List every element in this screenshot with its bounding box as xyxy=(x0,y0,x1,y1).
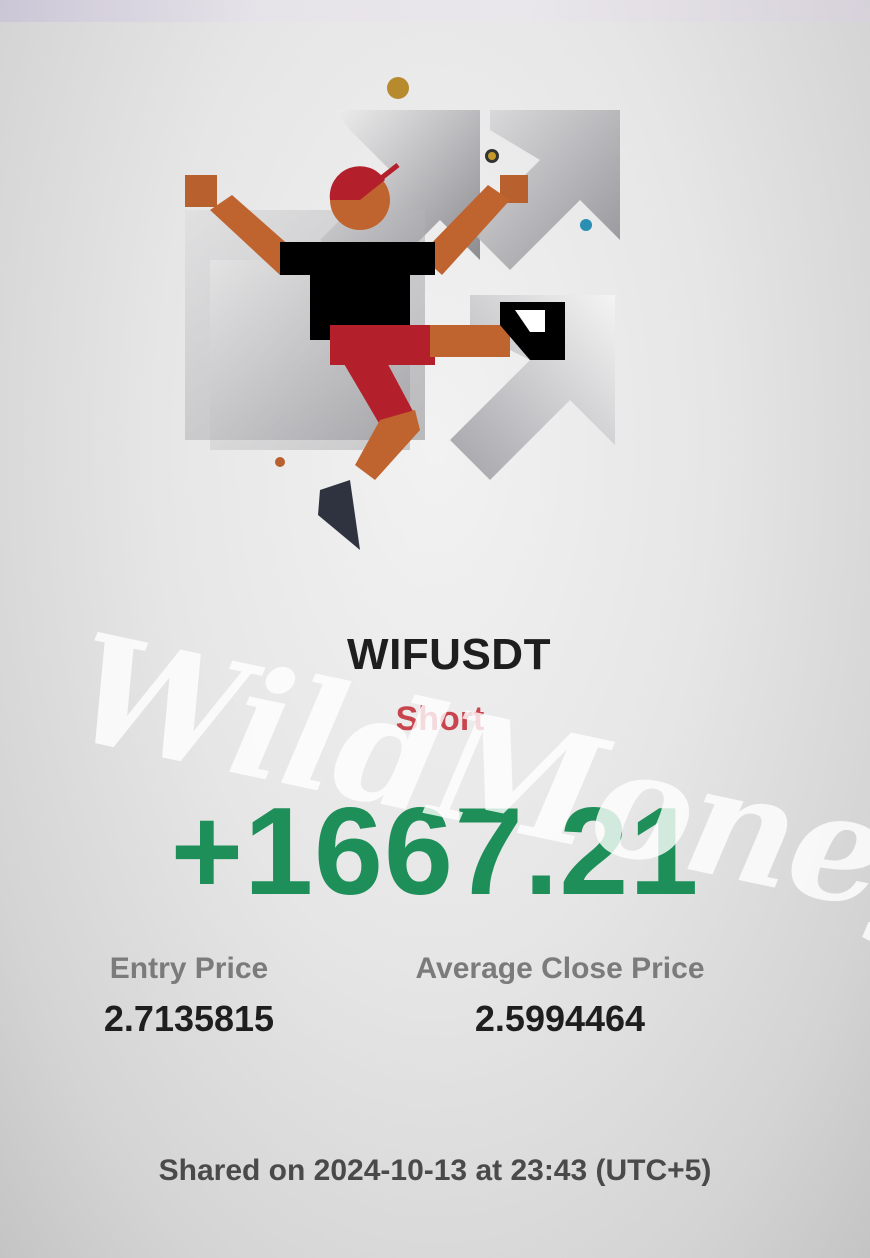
jumping-figure-illustration-icon xyxy=(185,77,620,550)
shared-timestamp: Shared on 2024-10-13 at 23:43 (UTC+5) xyxy=(158,1154,712,1187)
average-close-price-value: 2.5994464 xyxy=(474,998,646,1039)
entry-price-value: 2.7135815 xyxy=(103,998,275,1039)
entry-price-stat: Entry Price 2.7135815 xyxy=(94,952,284,1040)
entry-price-label: Entry Price xyxy=(109,952,269,985)
position-side-label: Short xyxy=(395,700,485,738)
average-close-price-label: Average Close Price xyxy=(415,952,705,985)
top-strip xyxy=(0,0,870,22)
trading-pair-symbol: WIFUSDT xyxy=(347,630,551,679)
average-close-price-stat: Average Close Price 2.5994464 xyxy=(400,952,720,1040)
pnl-value: +1667.21 xyxy=(170,783,700,921)
